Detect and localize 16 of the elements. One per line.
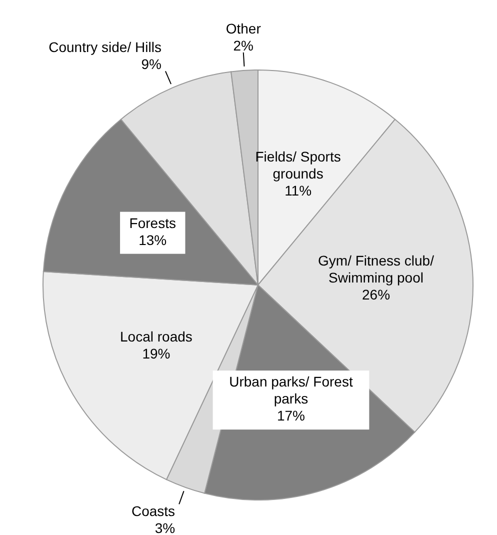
data-label: 13%	[138, 232, 167, 248]
data-label: 26%	[362, 286, 390, 303]
slice-label: Fields/ Sports grounds	[255, 148, 341, 182]
slice-label: Coasts	[131, 503, 176, 520]
slice-label: Other	[226, 20, 262, 36]
data-label: 3%	[154, 520, 176, 535]
slice-label: Country side/ Hills	[48, 39, 162, 56]
slice-label: Forests	[129, 214, 176, 231]
data-label: 11%	[284, 182, 312, 199]
data-label: 9%	[141, 56, 162, 72]
data-label: 19%	[142, 346, 170, 362]
data-label: 2%	[233, 37, 254, 54]
slice-label: Local roads	[120, 328, 192, 345]
slice-label: Urban parks/ Forest parks	[229, 374, 353, 407]
slice-label: Gym/ Fitness club/ Swimming pool	[318, 252, 434, 286]
data-label: 17%	[276, 408, 306, 424]
